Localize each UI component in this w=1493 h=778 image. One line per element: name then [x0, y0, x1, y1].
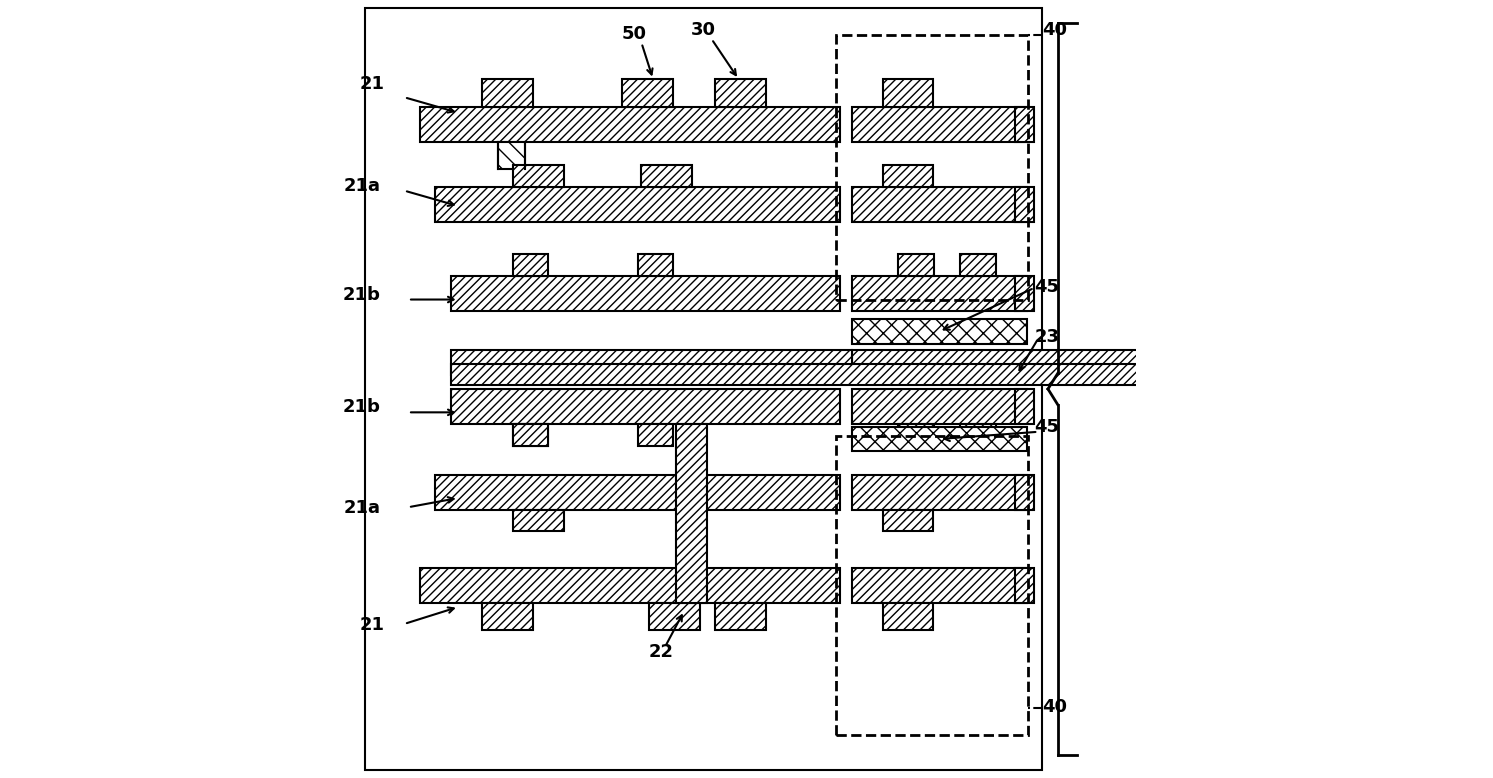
Text: 21b: 21b [343, 398, 381, 416]
Text: 21: 21 [360, 75, 385, 93]
Bar [649, 603, 700, 630]
Bar [836, 35, 1029, 300]
Bar [851, 426, 1027, 451]
Bar [451, 276, 841, 311]
Text: 30: 30 [691, 21, 717, 39]
Bar [1015, 389, 1035, 424]
Text: 50: 50 [621, 25, 646, 43]
Bar [638, 424, 673, 446]
Bar [623, 79, 672, 107]
Bar [715, 603, 766, 630]
Bar [451, 389, 841, 424]
Text: 21a: 21a [343, 177, 381, 194]
Bar [851, 319, 1027, 344]
Bar [851, 187, 1027, 222]
Bar [514, 254, 548, 276]
Bar [638, 254, 673, 276]
Bar [882, 165, 933, 187]
Text: 23: 23 [1035, 328, 1060, 346]
Bar [851, 568, 1027, 603]
Bar [1015, 187, 1035, 222]
Bar [482, 603, 533, 630]
Bar [436, 475, 841, 510]
Bar [1015, 475, 1035, 510]
Bar [1015, 568, 1035, 603]
Text: 21b: 21b [343, 286, 381, 303]
Bar [960, 254, 996, 276]
Bar [420, 107, 841, 142]
Text: 45: 45 [1035, 418, 1060, 436]
Bar [882, 510, 933, 531]
Text: 45: 45 [1035, 278, 1060, 296]
Bar [497, 142, 524, 169]
Bar [451, 364, 1144, 385]
Bar [836, 436, 1029, 735]
Bar [851, 350, 1144, 375]
Text: 21a: 21a [343, 499, 381, 517]
Bar [1015, 107, 1035, 142]
Bar [514, 510, 564, 531]
Bar [514, 165, 564, 187]
Text: 40: 40 [1042, 698, 1067, 716]
Bar [882, 79, 933, 107]
Text: 40: 40 [1042, 21, 1067, 39]
Bar [851, 276, 1027, 311]
Bar [436, 187, 841, 222]
Bar [851, 475, 1027, 510]
Bar [451, 350, 851, 375]
Bar [642, 165, 693, 187]
Bar [882, 603, 933, 630]
Bar [514, 424, 548, 446]
Bar [366, 8, 1042, 770]
Bar [960, 424, 996, 446]
Text: 21: 21 [360, 616, 385, 634]
Bar [676, 424, 706, 603]
Bar [899, 424, 933, 446]
Bar [420, 568, 841, 603]
Text: 22: 22 [648, 643, 673, 661]
Bar [1015, 276, 1035, 311]
Bar [851, 107, 1027, 142]
Bar [514, 424, 548, 446]
Bar [482, 79, 533, 107]
Bar [715, 79, 766, 107]
Bar [899, 254, 933, 276]
Bar [851, 389, 1027, 424]
